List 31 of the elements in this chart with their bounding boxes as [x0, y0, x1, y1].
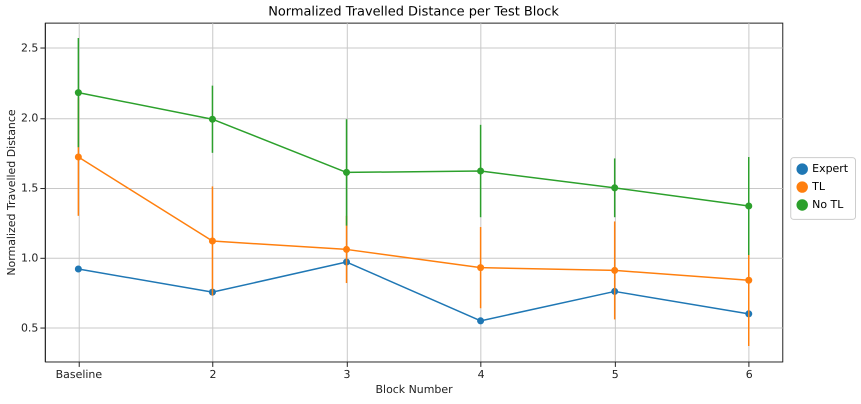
- point: [477, 264, 484, 272]
- x-tick-label: 5: [612, 368, 619, 381]
- x-axis-title: Block Number: [376, 382, 454, 396]
- point: [74, 89, 82, 96]
- x-tick-label: 2: [209, 368, 216, 381]
- x-tick-label: Baseline: [56, 368, 102, 381]
- point: [342, 246, 350, 253]
- x-tick-label: 6: [746, 368, 753, 381]
- y-tick-label: 1.0: [20, 251, 38, 264]
- chart-title: Normalized Travelled Distance per Test Block: [268, 4, 560, 20]
- point: [477, 168, 484, 175]
- point: [477, 317, 484, 324]
- point: [74, 154, 82, 161]
- y-tick-label: 1.5: [20, 181, 38, 194]
- point: [208, 238, 216, 245]
- y-axis-title: Normalized Travelled Distance: [4, 109, 18, 276]
- x-tick-label: 4: [478, 368, 485, 381]
- legend-label: TL: [811, 180, 826, 194]
- y-tick-label: 0.5: [20, 321, 38, 334]
- legend-label: Expert: [812, 162, 849, 176]
- point: [342, 168, 350, 176]
- y-tick-label: 2.0: [20, 111, 38, 124]
- point: [745, 202, 752, 210]
- y-tick-label: 2.5: [20, 41, 38, 54]
- point: [611, 184, 618, 192]
- point: [74, 266, 82, 273]
- point: [611, 266, 618, 274]
- point: [745, 276, 752, 284]
- point: [208, 116, 216, 123]
- x-tick-label: 3: [344, 368, 351, 381]
- legend-label: No TL: [812, 198, 844, 211]
